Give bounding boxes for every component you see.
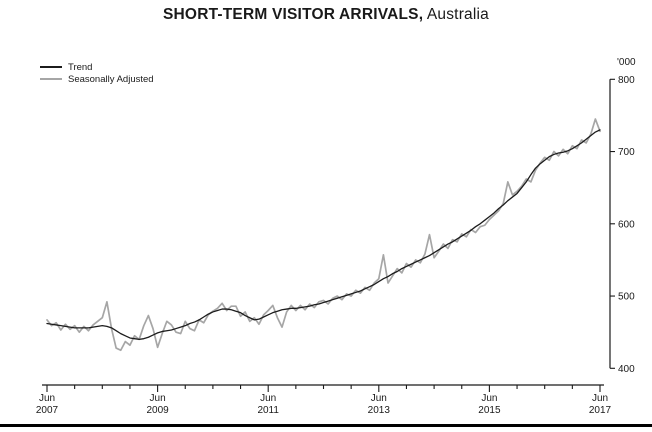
legend-item-trend: Trend bbox=[40, 61, 154, 73]
x-axis-year-label: 2017 bbox=[589, 405, 612, 416]
y-axis-unit-label: '000 bbox=[617, 57, 636, 68]
x-axis-month-label: Jun bbox=[39, 393, 55, 404]
x-axis-year-label: 2007 bbox=[36, 405, 59, 416]
footer-divider-bar bbox=[0, 424, 652, 428]
x-axis-year-label: 2013 bbox=[368, 405, 391, 416]
x-axis-month-label: Jun bbox=[592, 393, 608, 404]
trend-line-swatch-icon bbox=[40, 66, 62, 68]
y-axis-tick-label: 400 bbox=[618, 364, 635, 375]
chart-title-regular: Australia bbox=[426, 6, 489, 23]
legend-label-trend: Trend bbox=[68, 61, 93, 73]
x-axis-month-label: Jun bbox=[371, 393, 387, 404]
y-axis-tick-label: 500 bbox=[618, 292, 635, 303]
x-axis-year-label: 2011 bbox=[257, 405, 279, 416]
chart-title-bold: SHORT-TERM VISITOR ARRIVALS, bbox=[163, 6, 424, 23]
y-axis-tick-label: 600 bbox=[618, 219, 635, 230]
y-axis-tick-label: 700 bbox=[618, 147, 635, 158]
trend-line bbox=[46, 129, 601, 341]
seasonally-adjusted-line-swatch-icon bbox=[40, 77, 62, 81]
y-axis-tick-label: 800 bbox=[618, 75, 635, 86]
x-axis-year-label: 2015 bbox=[478, 405, 501, 416]
legend-item-seasonally-adjusted: Seasonally Adjusted bbox=[40, 73, 154, 85]
legend-label-seasonally-adjusted: Seasonally Adjusted bbox=[68, 73, 154, 85]
x-axis-month-label: Jun bbox=[150, 393, 166, 404]
x-axis-month-label: Jun bbox=[260, 393, 276, 404]
page-title: SHORT-TERM VISITOR ARRIVALS, Australia bbox=[0, 6, 652, 24]
seasonally-adjusted-line bbox=[46, 118, 601, 352]
chart-legend: Trend Seasonally Adjusted bbox=[40, 61, 154, 85]
x-axis-year-label: 2009 bbox=[146, 405, 169, 416]
x-axis-month-label: Jun bbox=[481, 393, 497, 404]
